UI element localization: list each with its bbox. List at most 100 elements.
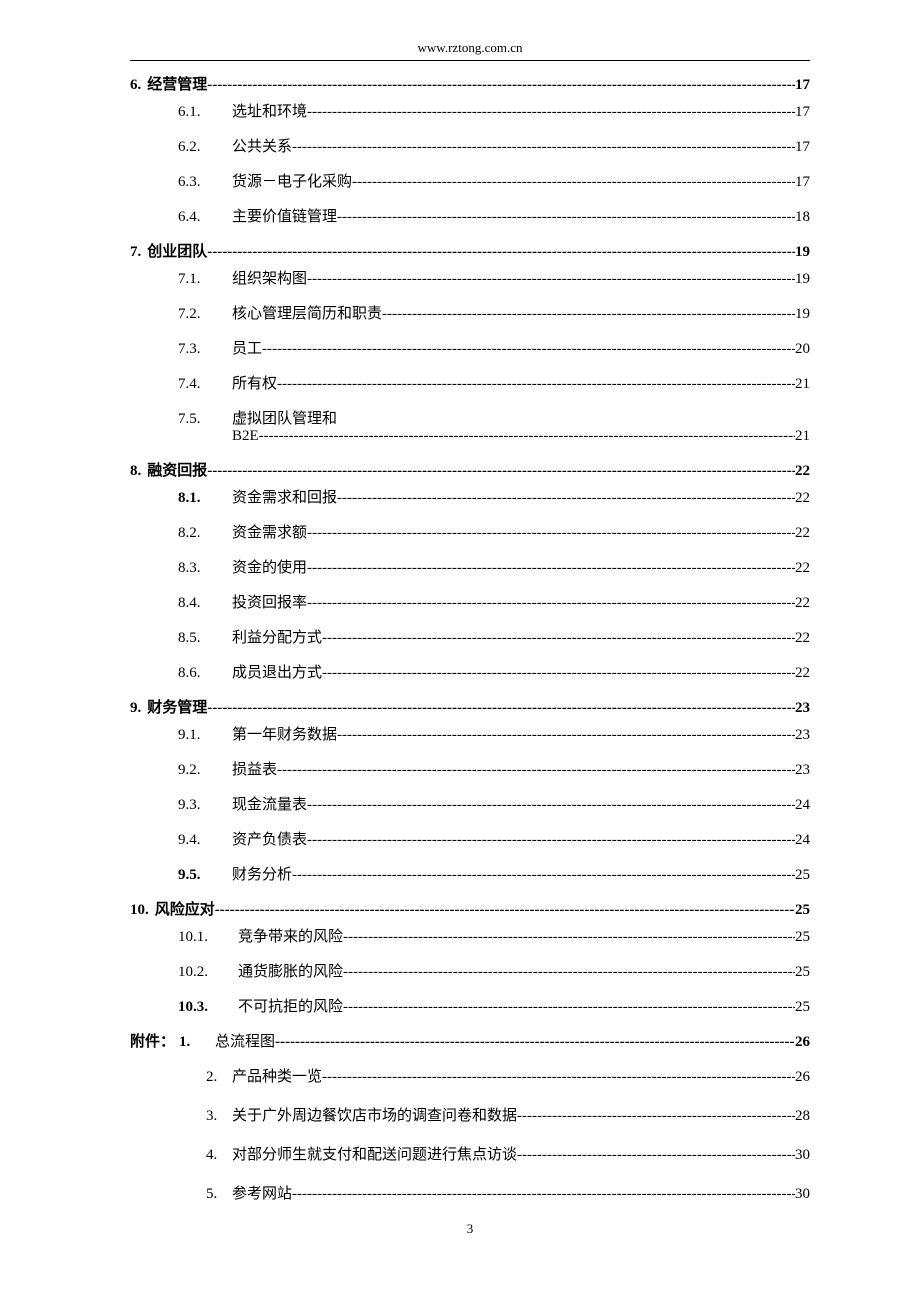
toc-item-title: 现金流量表 xyxy=(232,793,307,814)
toc-leader: ----------------------------------------… xyxy=(207,244,795,261)
toc-item-num: 9.2. xyxy=(178,762,232,779)
toc-leader: ----------------------------------------… xyxy=(322,630,795,647)
toc-leader: ----------------------------------------… xyxy=(292,867,795,884)
toc-item-page: 17 xyxy=(795,174,810,191)
toc-leader: ----------------------------------------… xyxy=(343,964,795,981)
toc-item-page: 22 xyxy=(795,630,810,647)
appendix-item-page: 30 xyxy=(795,1186,810,1203)
toc-leader: ----------------------------------------… xyxy=(307,595,795,612)
toc-item-num: 9.3. xyxy=(178,797,232,814)
toc-leader: ----------------------------------------… xyxy=(517,1108,795,1125)
toc-item-title: 资金需求和回报 xyxy=(232,486,337,507)
toc-item-title: 公共关系 xyxy=(232,135,292,156)
appendix-item-num: 4. xyxy=(206,1147,232,1164)
toc-item: 9.3.现金流量表-------------------------------… xyxy=(130,793,810,814)
appendix-item: 3.关于广外周边餐饮店市场的调查问卷和数据-------------------… xyxy=(130,1104,810,1125)
appendix-item-title: 关于广外周边餐饮店市场的调查问卷和数据 xyxy=(232,1104,517,1125)
toc-item-title2: B2E xyxy=(232,428,259,445)
toc-item-num: 6.3. xyxy=(178,174,232,191)
toc-item-page: 19 xyxy=(795,271,810,288)
toc-leader: ----------------------------------------… xyxy=(337,727,795,744)
toc-item: 7.5.虚拟团队管理和B2E--------------------------… xyxy=(130,407,810,445)
toc-item-page: 25 xyxy=(795,867,810,884)
appendix-item: 5.参考网站----------------------------------… xyxy=(130,1182,810,1203)
toc-item: 10.3.不可抗拒的风险----------------------------… xyxy=(130,995,810,1016)
toc-item-page: 25 xyxy=(795,964,810,981)
toc-leader: ----------------------------------------… xyxy=(259,428,795,445)
toc-section-page: 19 xyxy=(795,244,810,261)
toc-item-title: 组织架构图 xyxy=(232,267,307,288)
toc-section-num: 7. xyxy=(130,244,141,261)
toc-item-num: 7.1. xyxy=(178,271,232,288)
toc-section-page: 25 xyxy=(795,902,810,919)
toc-item-page: 21 xyxy=(795,428,810,445)
table-of-contents: 6.经营管理----------------------------------… xyxy=(130,73,810,1203)
toc-leader: ----------------------------------------… xyxy=(322,665,795,682)
toc-item-title: 损益表 xyxy=(232,758,277,779)
toc-leader: ----------------------------------------… xyxy=(307,797,795,814)
toc-section-title: 财务管理 xyxy=(147,696,207,717)
toc-item-title: 投资回报率 xyxy=(232,591,307,612)
toc-item: 9.4.资产负债表-------------------------------… xyxy=(130,828,810,849)
toc-item: 8.4.投资回报率-------------------------------… xyxy=(130,591,810,612)
toc-item-title: 第一年财务数据 xyxy=(232,723,337,744)
toc-item-num: 10.1. xyxy=(178,929,238,946)
toc-item: 8.2.资金需求额-------------------------------… xyxy=(130,521,810,542)
toc-leader: ----------------------------------------… xyxy=(207,463,795,480)
toc-leader: ----------------------------------------… xyxy=(207,700,795,717)
toc-item: 8.5.利益分配方式------------------------------… xyxy=(130,626,810,647)
toc-item-title: 资产负债表 xyxy=(232,828,307,849)
toc-item-title: 不可抗拒的风险 xyxy=(238,995,343,1016)
toc-item-num: 9.1. xyxy=(178,727,232,744)
toc-item-title: 利益分配方式 xyxy=(232,626,322,647)
toc-leader: ----------------------------------------… xyxy=(307,104,795,121)
toc-item-num: 8.4. xyxy=(178,595,232,612)
toc-leader: ----------------------------------------… xyxy=(307,560,795,577)
toc-section-num: 10. xyxy=(130,902,149,919)
toc-section: 6.经营管理----------------------------------… xyxy=(130,73,810,94)
toc-leader: ----------------------------------------… xyxy=(343,929,795,946)
toc-section-num: 9. xyxy=(130,700,141,717)
toc-item-page: 23 xyxy=(795,762,810,779)
toc-leader: ----------------------------------------… xyxy=(277,376,795,393)
toc-item-num: 6.1. xyxy=(178,104,232,121)
toc-item: 10.2.通货膨胀的风险----------------------------… xyxy=(130,960,810,981)
toc-item: 7.4.所有权---------------------------------… xyxy=(130,372,810,393)
toc-item-page: 23 xyxy=(795,727,810,744)
toc-leader: ----------------------------------------… xyxy=(277,762,795,779)
toc-item-page: 24 xyxy=(795,797,810,814)
toc-item-title: 核心管理层简历和职责 xyxy=(232,302,382,323)
toc-leader: ----------------------------------------… xyxy=(307,832,795,849)
toc-item: 9.1.第一年财务数据-----------------------------… xyxy=(130,723,810,744)
appendix-item: 4.对部分师生就支付和配送问题进行焦点访谈-------------------… xyxy=(130,1143,810,1164)
toc-leader: ----------------------------------------… xyxy=(307,271,795,288)
toc-item-title: 主要价值链管理 xyxy=(232,205,337,226)
toc-leader: ----------------------------------------… xyxy=(275,1034,795,1051)
toc-item-page: 22 xyxy=(795,665,810,682)
toc-section-title: 融资回报 xyxy=(147,459,207,480)
toc-item-page: 25 xyxy=(795,999,810,1016)
toc-item-title: 虚拟团队管理和 xyxy=(232,407,337,428)
toc-item-num: 8.6. xyxy=(178,665,232,682)
toc-item-page: 18 xyxy=(795,209,810,226)
toc-section-page: 22 xyxy=(795,463,810,480)
toc-item-title: 资金的使用 xyxy=(232,556,307,577)
toc-item: 7.3.员工----------------------------------… xyxy=(130,337,810,358)
toc-item-title: 财务分析 xyxy=(232,863,292,884)
appendix-item-num: 5. xyxy=(206,1186,232,1203)
toc-item: 6.4.主要价值链管理-----------------------------… xyxy=(130,205,810,226)
toc-item: 9.5.财务分析--------------------------------… xyxy=(130,863,810,884)
toc-item-page: 21 xyxy=(795,376,810,393)
toc-item-page: 20 xyxy=(795,341,810,358)
toc-item-title: 竞争带来的风险 xyxy=(238,925,343,946)
appendix-item: 2.产品种类一览--------------------------------… xyxy=(130,1065,810,1086)
header-url: www.rztong.com.cn xyxy=(130,40,810,61)
toc-item-num: 9.5. xyxy=(178,867,232,884)
toc-item-num: 8.2. xyxy=(178,525,232,542)
toc-item-title: 资金需求额 xyxy=(232,521,307,542)
toc-section-title: 创业团队 xyxy=(147,240,207,261)
appendix-item-page: 28 xyxy=(795,1108,810,1125)
toc-leader: ----------------------------------------… xyxy=(322,1069,795,1086)
toc-item-num: 6.2. xyxy=(178,139,232,156)
toc-item: 9.2.损益表---------------------------------… xyxy=(130,758,810,779)
